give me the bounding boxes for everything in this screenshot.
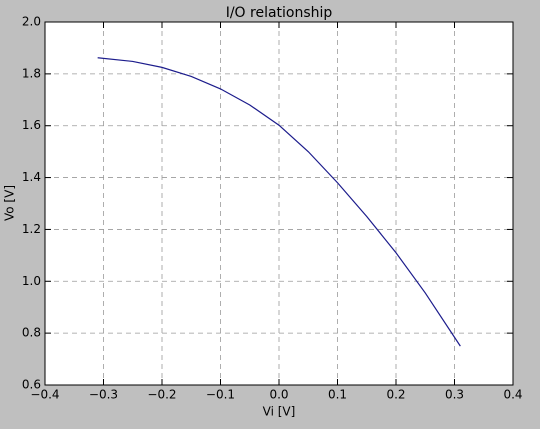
x-tick-label: 0.1 <box>328 388 347 402</box>
x-tick-label: −0.4 <box>30 388 59 402</box>
y-tick-label: 1.2 <box>22 222 41 236</box>
x-axis-label: Vi [V] <box>263 405 296 419</box>
chart-title: I/O relationship <box>226 5 333 21</box>
x-tick-label: −0.1 <box>206 388 235 402</box>
x-tick-label: 0.2 <box>386 388 405 402</box>
y-tick-label: 1.0 <box>22 274 41 288</box>
x-tick-label: −0.3 <box>89 388 118 402</box>
y-tick-label: 0.6 <box>22 378 41 392</box>
x-tick-label: −0.2 <box>147 388 176 402</box>
data-line <box>97 57 461 347</box>
y-tick-label: 1.6 <box>22 118 41 132</box>
y-tick-label: 1.8 <box>22 66 41 80</box>
x-tick-label: 0.4 <box>503 388 522 402</box>
plot-frame <box>44 21 514 386</box>
x-tick-label: 0.0 <box>269 388 288 402</box>
y-tick-label: 0.8 <box>22 326 41 340</box>
y-tick-label: 1.4 <box>22 170 41 184</box>
x-tick-label: 0.3 <box>445 388 464 402</box>
y-axis-label: Vo [V] <box>3 185 17 221</box>
y-tick-label: 2.0 <box>22 15 41 29</box>
